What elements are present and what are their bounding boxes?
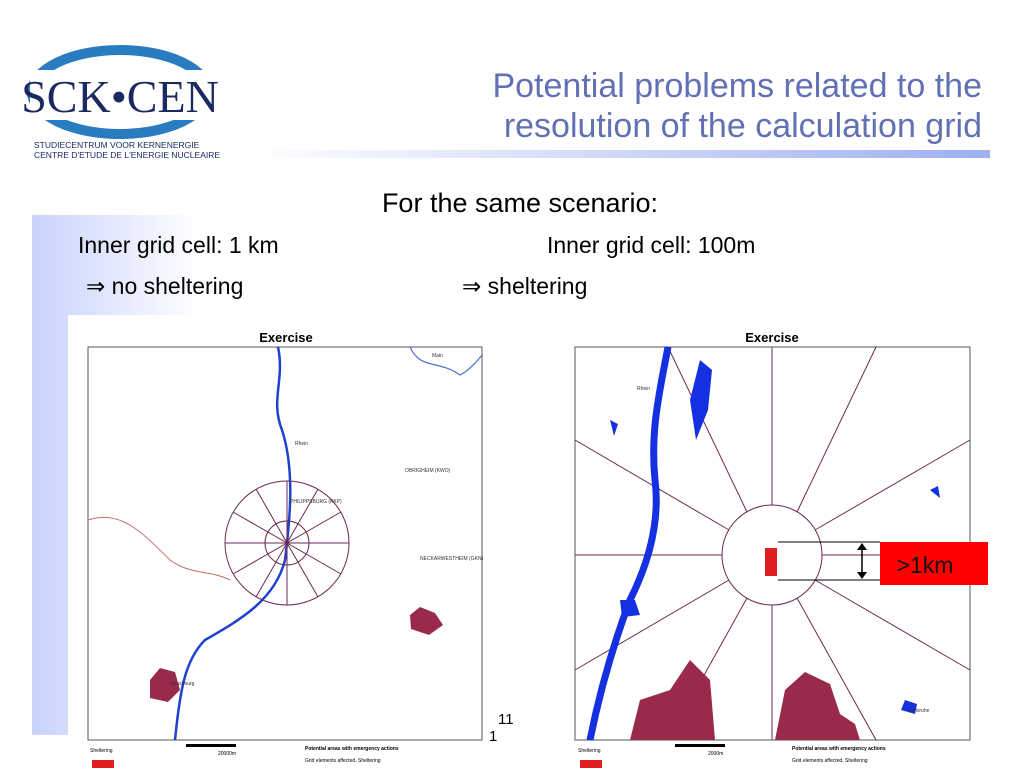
label: Inner grid cell: 1 km — [78, 232, 279, 258]
map-label: Rhein — [637, 386, 650, 392]
title-bar — [250, 150, 990, 158]
map-label: Karlsruhe — [908, 708, 930, 714]
map-label: NECKARWESTHEIM (GKN) — [420, 556, 484, 562]
logo-line: STUDIECENTRUM VOOR KERNENERGIE — [34, 140, 200, 150]
legend-label: Sheltering — [578, 748, 601, 754]
scale: 2000m — [708, 751, 723, 757]
map-title: Exercise — [259, 330, 313, 345]
legend-text: Grid elements affected, Sheltering — [305, 758, 381, 764]
legend-label: Sheltering — [90, 748, 113, 754]
legend-title: Potential areas with emergency actions — [305, 746, 399, 752]
map-label: Strasbourg — [170, 681, 195, 687]
annotation: >1km — [897, 552, 954, 578]
subtitle: For the same scenario: — [382, 188, 658, 218]
legend-text: Grid elements affected, Sheltering — [792, 758, 868, 764]
label: Inner grid cell: 100m — [547, 232, 755, 258]
logo-line: CENTRE D'ETUDE DE L'ENERGIE NUCLEAIRE — [34, 150, 220, 160]
title: resolution of the calculation grid — [504, 107, 982, 145]
map-label: Main — [432, 353, 443, 359]
map-label: PHILIPPSBURG (KKP) — [290, 499, 342, 505]
map-left: Exercise Main Rhein PHILIPPSBURG (KKP) O… — [87, 330, 484, 768]
map-title: Exercise — [745, 330, 799, 345]
annotation-box — [880, 542, 988, 585]
page-number: 1 — [489, 728, 497, 745]
map-label: OBRIGHEIM (KWO) — [405, 468, 451, 474]
map-label: Rhein — [295, 441, 308, 447]
legend-title: Potential areas with emergency actions — [792, 746, 886, 752]
logo-name: SCK•CEN — [21, 71, 219, 122]
label: ⇒ no sheltering — [86, 273, 243, 299]
page-number: 11 — [498, 711, 514, 728]
scale: 20000m — [218, 751, 236, 757]
title: Potential problems related to the — [492, 67, 982, 105]
label: ⇒ sheltering — [462, 273, 587, 299]
